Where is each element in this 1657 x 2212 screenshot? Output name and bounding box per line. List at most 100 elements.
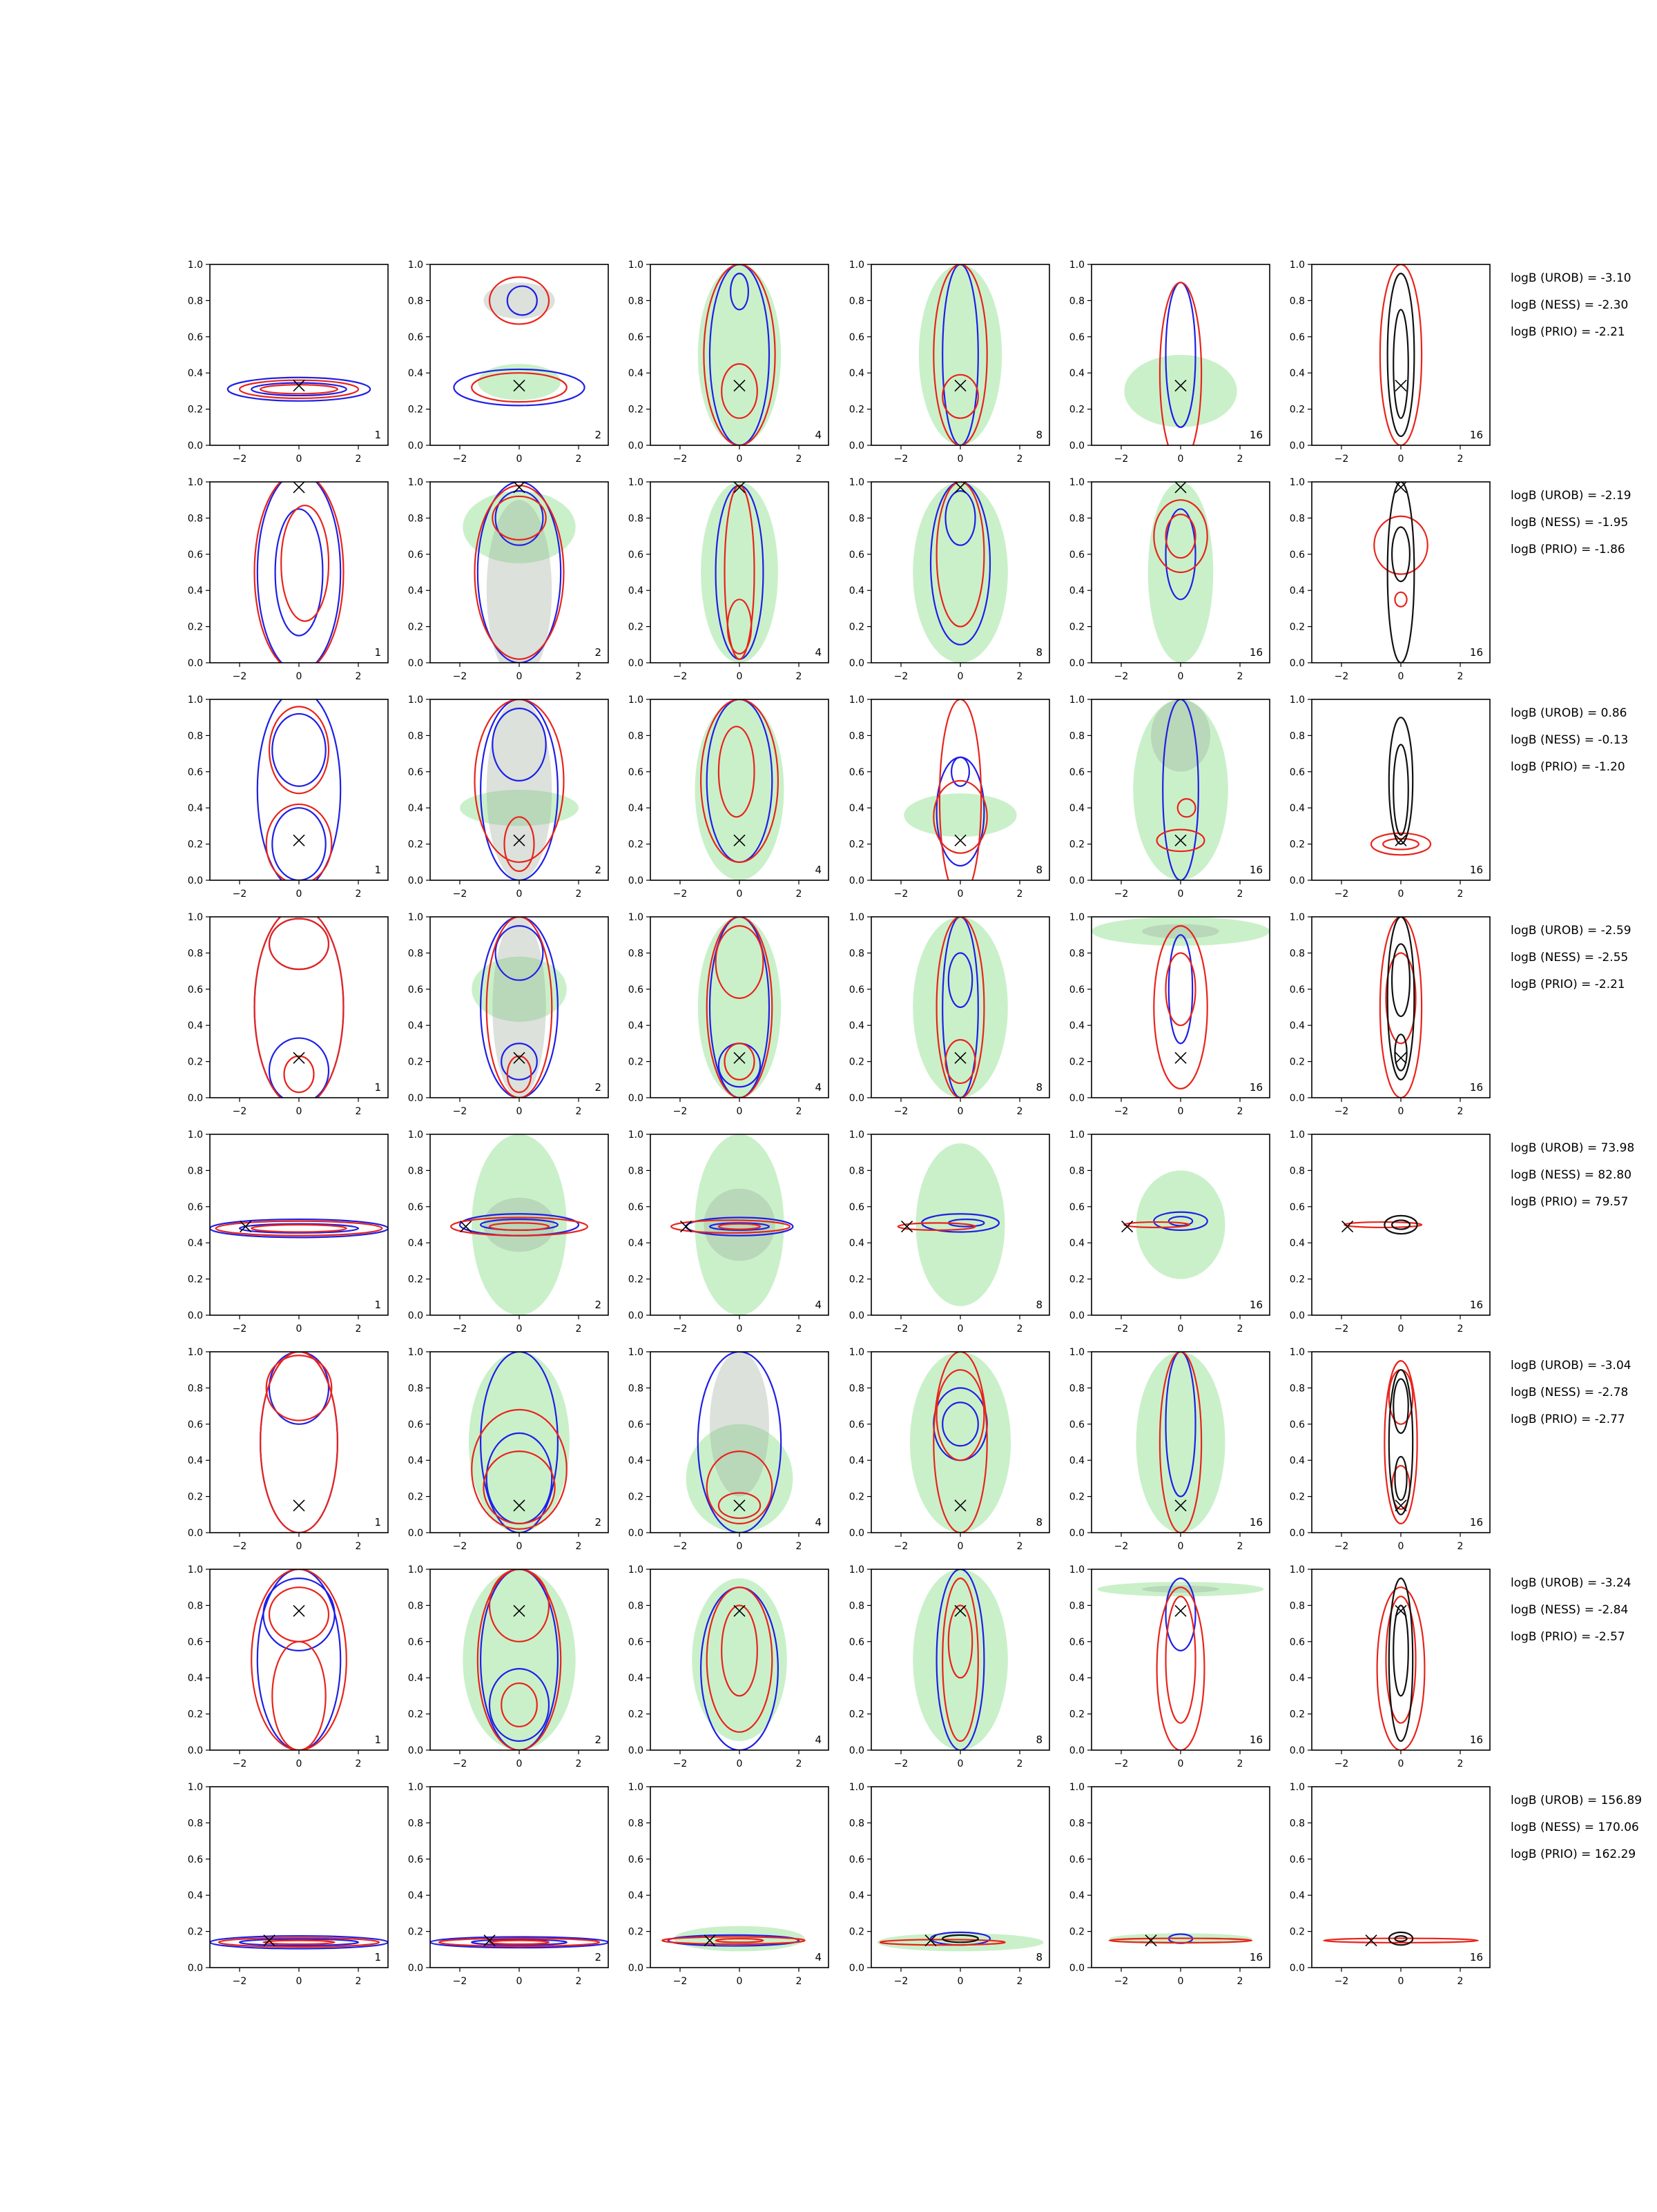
y-tick-label: 0.6 [408,1854,423,1865]
black-contour [1393,1604,1409,1697]
density-core-fill [704,1188,775,1261]
y-tick-label: 0.8 [628,730,643,741]
panel-content [1108,1933,1253,1944]
true-value-marker [513,1500,525,1512]
y-tick-label: 0.8 [1290,1383,1305,1394]
y-tick-label: 0.0 [408,875,423,886]
panel-label: 16 [1470,1081,1483,1094]
blue-contour [476,482,562,663]
y-tick-label: 0.8 [1069,948,1085,959]
x-tick-label: 0 [1178,1976,1184,1987]
density-fill [697,264,782,445]
true-value-marker [901,1221,913,1233]
panel-r6-c2: −2 0 2 0.0 0.2 0.4 0.6 0.8 1.0 2 [408,1347,609,1552]
panel-r4-c5: −2 0 2 0.0 0.2 0.4 0.6 0.8 1.0 16 [1069,912,1270,1117]
true-value-marker [954,481,967,494]
blue-contour [480,1569,559,1750]
panel-label: 1 [374,1951,381,1963]
red-contour [933,264,988,445]
x-tick-label: 0 [516,1541,523,1552]
y-tick-label: 0.0 [628,875,643,886]
red-contour [260,1352,338,1533]
red-contour [283,1055,315,1094]
panel-r1-c4: −2 0 2 0.0 0.2 0.4 0.6 0.8 1.0 8 [849,260,1050,465]
y-tick-label: 0.4 [628,1455,643,1466]
y-tick-label: 0.0 [849,1310,864,1321]
panel-r5-c2: −2 0 2 0.0 0.2 0.4 0.6 0.8 1.0 2 [408,1129,609,1335]
y-tick-label: 0.4 [1290,1890,1305,1901]
y-tick-label: 0.2 [408,1927,423,1938]
red-contour [1388,1369,1414,1425]
y-tick-label: 0.0 [628,440,643,452]
x-tick-label: 0 [296,1976,302,1987]
y-tick-label: 0.8 [849,513,864,524]
y-tick-label: 0.2 [1290,840,1305,851]
panel-content [877,1931,1044,1952]
x-tick-label: 2 [356,1976,362,1987]
x-tick-label: −2 [673,1541,688,1552]
y-tick-label: 0.8 [628,948,643,959]
y-tick-label: 1.0 [849,477,864,488]
panel-label: 16 [1250,1951,1263,1963]
panel-content [1370,717,1432,856]
panel-r5-c1: −2 0 2 0.0 0.2 0.4 0.6 0.8 1.0 1 [188,1129,389,1335]
y-tick-label: 0.6 [1290,332,1305,343]
y-tick-label: 0.0 [1290,440,1305,452]
y-tick-label: 0.2 [628,1709,643,1720]
axes-frame [209,699,389,881]
panel-label: 1 [374,1734,381,1746]
true-value-marker [1341,1221,1354,1233]
x-tick-label: 0 [1398,1541,1404,1552]
y-tick-label: 0.2 [849,1492,864,1503]
black-contour [1386,917,1415,1080]
logb-annotation: logB (UROB) = -3.10 [1511,271,1631,285]
true-value-marker [1174,481,1187,494]
y-tick-label: 0.6 [1069,550,1085,561]
red-contour [1379,264,1423,445]
x-tick-label: 2 [1017,1976,1023,1987]
panel-r6-c5: −2 0 2 0.0 0.2 0.4 0.6 0.8 1.0 16 [1069,1347,1270,1552]
x-tick-label: 2 [356,454,362,465]
y-tick-label: 1.0 [1290,1129,1305,1141]
y-tick-label: 1.0 [628,1347,643,1358]
y-tick-label: 0.0 [408,440,423,452]
red-contour [706,1587,773,1733]
true-value-marker [954,379,967,392]
x-tick-label: 0 [1398,671,1404,682]
y-tick-label: 0.8 [1069,1818,1085,1829]
red-contour [661,1936,806,1946]
x-tick-label: 0 [958,1541,964,1552]
y-tick-label: 0.6 [188,1419,203,1430]
x-tick-label: 0 [296,1106,302,1117]
true-value-marker [1174,1604,1187,1617]
panel-label: 8 [1036,429,1043,441]
panel-label: 2 [594,1299,601,1311]
y-tick-label: 0.4 [1069,585,1085,596]
y-tick-label: 1.0 [188,912,203,923]
panel-content [686,1352,793,1533]
x-tick-label: 2 [576,1758,582,1769]
x-tick-label: 2 [1017,1323,1023,1335]
y-tick-label: 1.0 [849,1347,864,1358]
true-value-marker [1174,379,1187,392]
y-tick-label: 0.2 [408,1057,423,1068]
true-value-marker [293,1051,305,1064]
y-tick-label: 0.4 [1290,585,1305,596]
red-contour [262,1939,336,1946]
blue-contour [494,924,544,981]
x-tick-label: 2 [576,1541,582,1552]
x-tick-label: 2 [796,1758,802,1769]
y-tick-label: 0.6 [849,1419,864,1430]
blue-contour [430,1936,608,1949]
y-tick-label: 0.6 [628,984,643,996]
y-tick-label: 0.6 [408,767,423,778]
red-contour [251,1223,347,1233]
red-contour [253,917,345,1098]
x-tick-label: −2 [453,1106,467,1117]
panel-label: 1 [374,864,381,876]
axes-frame [1311,481,1491,663]
true-value-marker [954,1500,967,1512]
y-tick-label: 0.6 [628,767,643,778]
red-contour [944,1039,976,1085]
